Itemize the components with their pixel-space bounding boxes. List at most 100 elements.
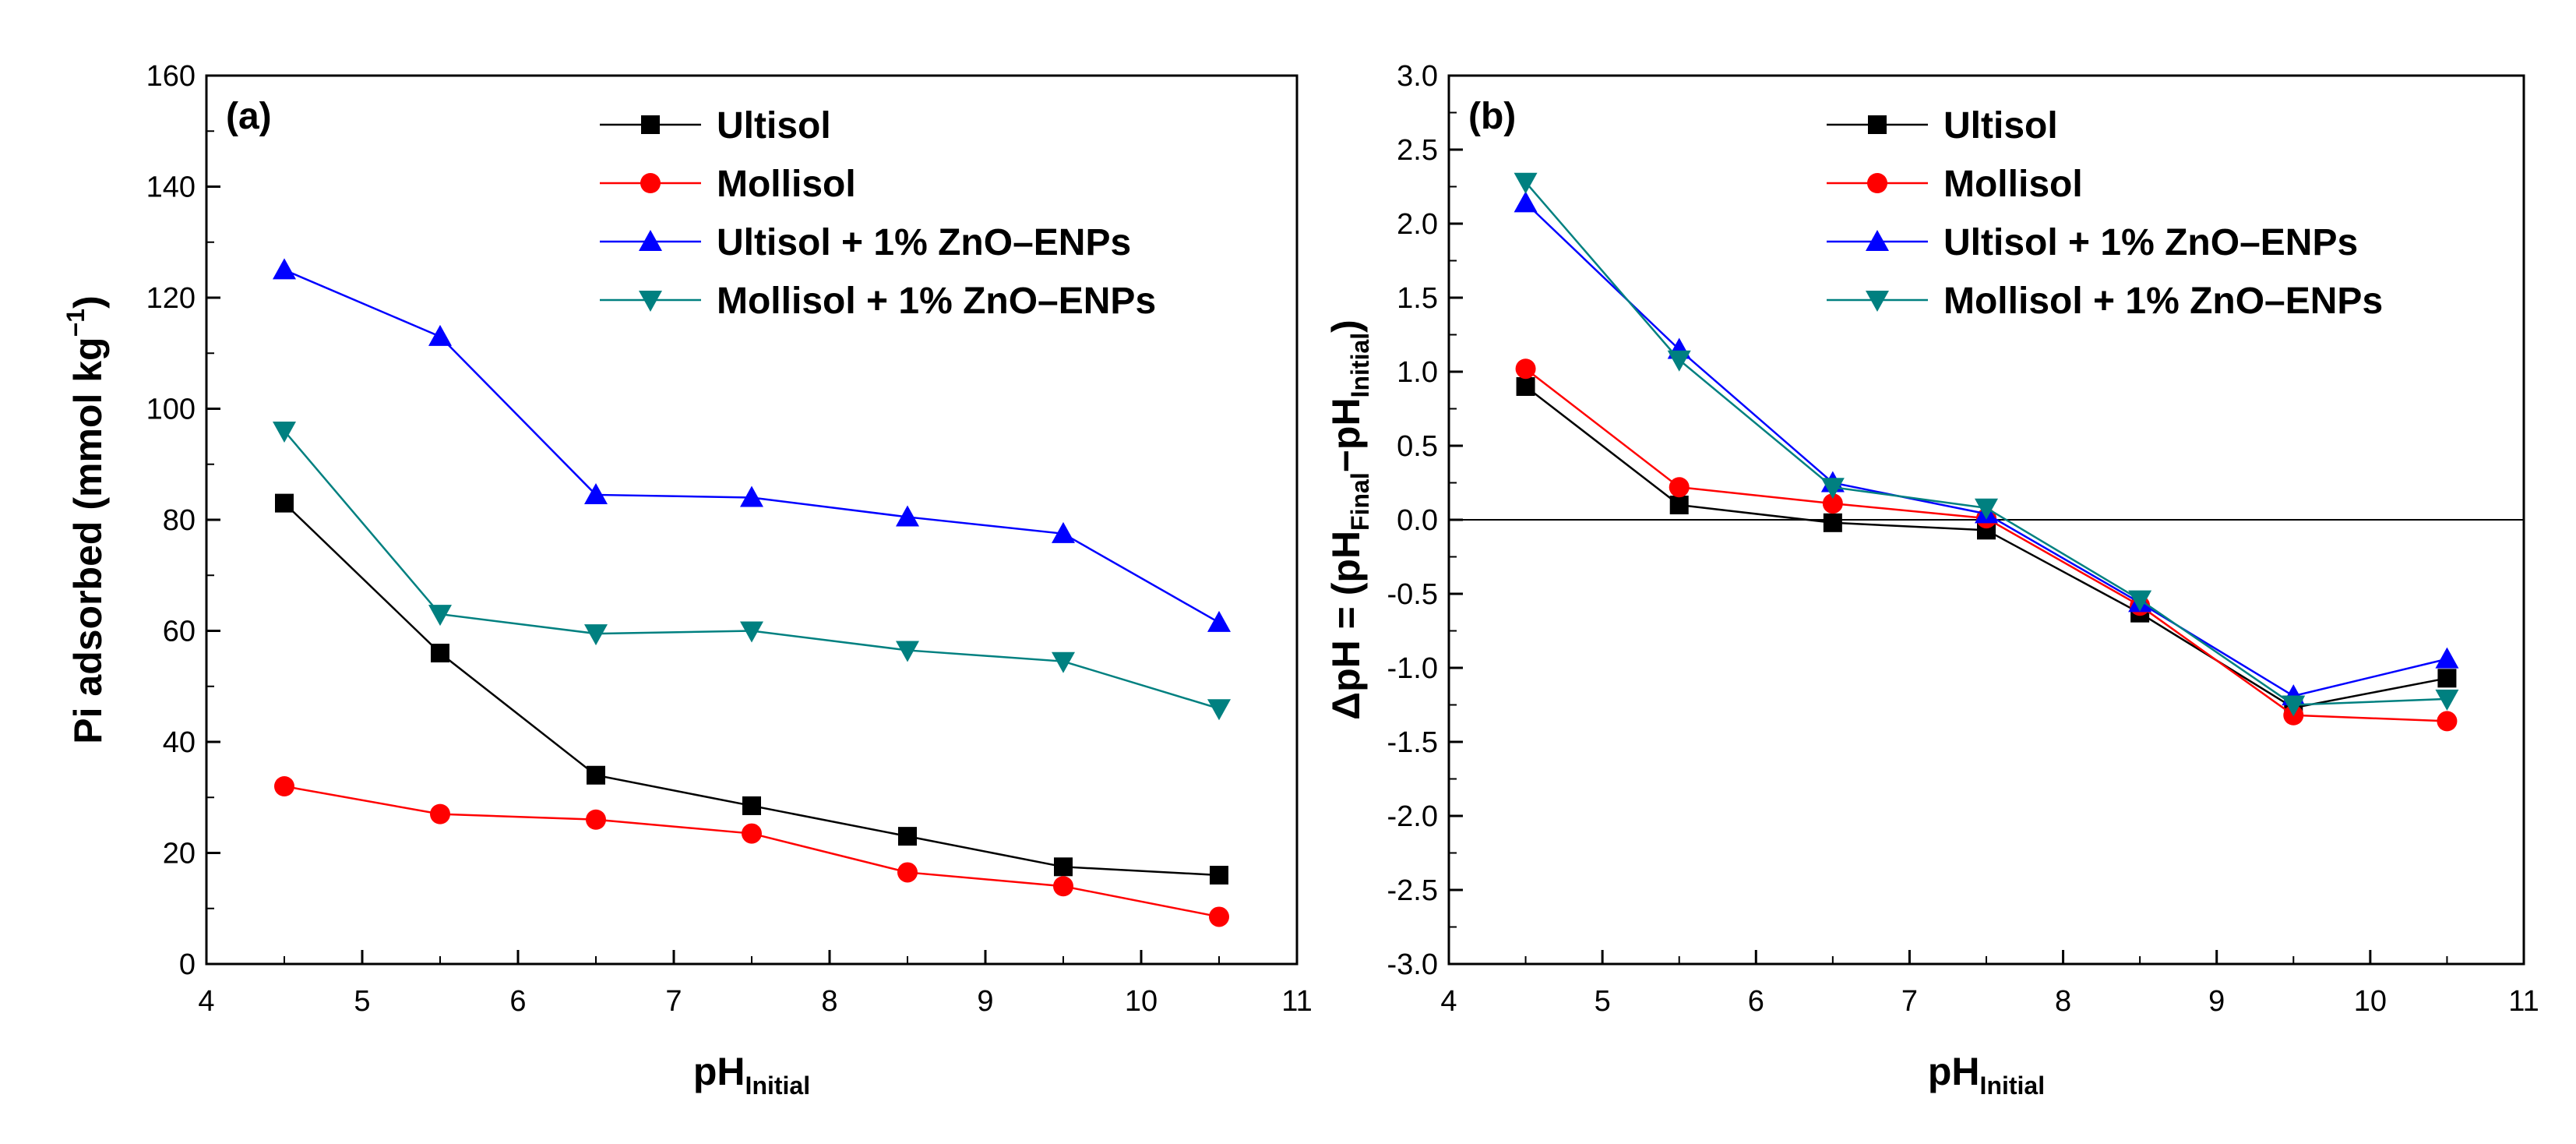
y-axis-label: Pi adsorbed (mmol kg−1) xyxy=(62,295,110,743)
data-point xyxy=(430,803,450,824)
x-tick-label: 6 xyxy=(509,985,526,1018)
data-point xyxy=(1052,651,1075,673)
y-tick-label: 40 xyxy=(163,726,196,759)
data-point xyxy=(896,505,919,527)
y-tick-label: -2.5 xyxy=(1387,874,1438,907)
series-2 xyxy=(274,776,1229,927)
data-point xyxy=(428,605,452,627)
data-point xyxy=(1514,191,1538,213)
y-tick-label: 80 xyxy=(163,504,196,537)
series-3 xyxy=(273,258,1231,632)
y-tick-label: 1.5 xyxy=(1397,282,1438,315)
series-1 xyxy=(275,493,1228,884)
panel-label: (a) xyxy=(226,96,272,137)
data-point xyxy=(1667,350,1691,372)
y-tick-label: 60 xyxy=(163,616,196,648)
y-tick-label: 0.5 xyxy=(1397,430,1438,463)
data-point xyxy=(1052,521,1075,543)
legend-marker xyxy=(1868,115,1887,134)
panel-b: 4 5 6 7 8 9 10 11 -3.0 -2.5 -2.0 -1.5 -1.0 -0.5 0.0 0.5… xyxy=(1324,60,2539,1100)
data-point xyxy=(898,827,917,846)
legend-label: Mollisol + 1% ZnO–ENPs xyxy=(717,281,1156,322)
data-point xyxy=(1669,477,1690,498)
x-tick-label: 7 xyxy=(1901,985,1918,1018)
y-tick-label: 3.0 xyxy=(1397,60,1438,93)
data-point xyxy=(740,485,763,507)
y-tick-label: 20 xyxy=(163,838,196,870)
legend-item: Mollisol xyxy=(1827,164,2083,205)
y-tick-label: -0.5 xyxy=(1387,578,1438,611)
data-point xyxy=(1210,866,1228,884)
legend-marker xyxy=(639,230,662,251)
series-2 xyxy=(1515,358,2458,732)
y-tick-label: 100 xyxy=(146,394,196,426)
data-point xyxy=(275,493,294,513)
data-point xyxy=(1514,172,1538,194)
x-tick-label: 5 xyxy=(354,985,370,1018)
data-point xyxy=(2282,695,2306,717)
legend-label: Ultisol + 1% ZnO–ENPs xyxy=(717,222,1131,263)
data-point xyxy=(2437,669,2457,688)
legend: Ultisol Mollisol Ultisol + 1% ZnO–ENPs Moll… xyxy=(600,105,1156,322)
legend-label: Mollisol + 1% ZnO–ENPs xyxy=(1943,281,2383,322)
legend-item: Ultisol + 1% ZnO–ENPs xyxy=(600,222,1131,263)
data-point xyxy=(584,624,608,646)
data-point xyxy=(1207,610,1231,632)
y-tick-label: 0.0 xyxy=(1397,504,1438,537)
data-point xyxy=(273,422,296,443)
data-point xyxy=(587,765,605,785)
series-1 xyxy=(1516,377,2457,718)
y-tick-label: -3.0 xyxy=(1387,948,1438,981)
legend-marker xyxy=(1866,230,1889,251)
data-point xyxy=(1975,498,1998,520)
legend-label: Ultisol + 1% ZnO–ENPs xyxy=(1943,222,2358,263)
data-point xyxy=(274,776,294,796)
data-point xyxy=(1053,876,1073,897)
series-line xyxy=(1524,368,2447,722)
legend-marker xyxy=(639,291,662,312)
x-tick-label: 11 xyxy=(1281,985,1312,1018)
series-line xyxy=(284,502,1220,877)
data-point xyxy=(1669,496,1689,514)
x-tick-label: 5 xyxy=(1595,985,1611,1018)
series-line xyxy=(284,430,1220,710)
legend-label: Mollisol xyxy=(1943,164,2083,205)
data-point xyxy=(742,823,762,844)
x-tick-label: 10 xyxy=(2354,985,2387,1018)
legend-marker xyxy=(1866,291,1889,312)
y-axis-label: ΔpH = (pHFinal−pHInitial) xyxy=(1324,320,1374,720)
data-point xyxy=(896,641,919,662)
data-point xyxy=(1209,906,1229,927)
panel-label: (b) xyxy=(1468,96,1516,137)
y-tick-label: -1.0 xyxy=(1387,652,1438,685)
legend-marker xyxy=(1867,173,1887,193)
x-tick-label: 8 xyxy=(2055,985,2071,1018)
legend: Ultisol Mollisol Ultisol + 1% ZnO–ENPs Moll… xyxy=(1827,105,2383,322)
data-point xyxy=(428,324,452,346)
legend-item: Mollisol xyxy=(600,164,856,205)
series-line xyxy=(1524,202,2447,697)
x-tick-label: 8 xyxy=(821,985,837,1018)
data-point xyxy=(742,796,761,815)
data-point xyxy=(1823,513,1842,532)
data-point xyxy=(1516,377,1535,396)
x-tick-label: 6 xyxy=(1748,985,1764,1018)
y-tick-label: 140 xyxy=(146,171,196,204)
x-tick-label: 11 xyxy=(2508,985,2539,1018)
x-tick-label: 9 xyxy=(977,985,993,1018)
x-tick-label: 4 xyxy=(198,985,214,1018)
data-point xyxy=(2435,689,2459,711)
data-point xyxy=(897,862,918,883)
y-tick-label: 120 xyxy=(146,282,196,315)
y-tick-label: 2.5 xyxy=(1397,134,1438,167)
data-point xyxy=(1207,699,1231,721)
data-point xyxy=(2435,647,2459,669)
data-point xyxy=(1820,478,1845,500)
series-4 xyxy=(1514,172,2459,717)
y-tick-label: -2.0 xyxy=(1387,800,1438,833)
legend-marker xyxy=(641,115,660,134)
data-point xyxy=(2128,590,2152,612)
legend-item: Ultisol xyxy=(600,105,831,147)
legend-label: Mollisol xyxy=(717,164,856,205)
